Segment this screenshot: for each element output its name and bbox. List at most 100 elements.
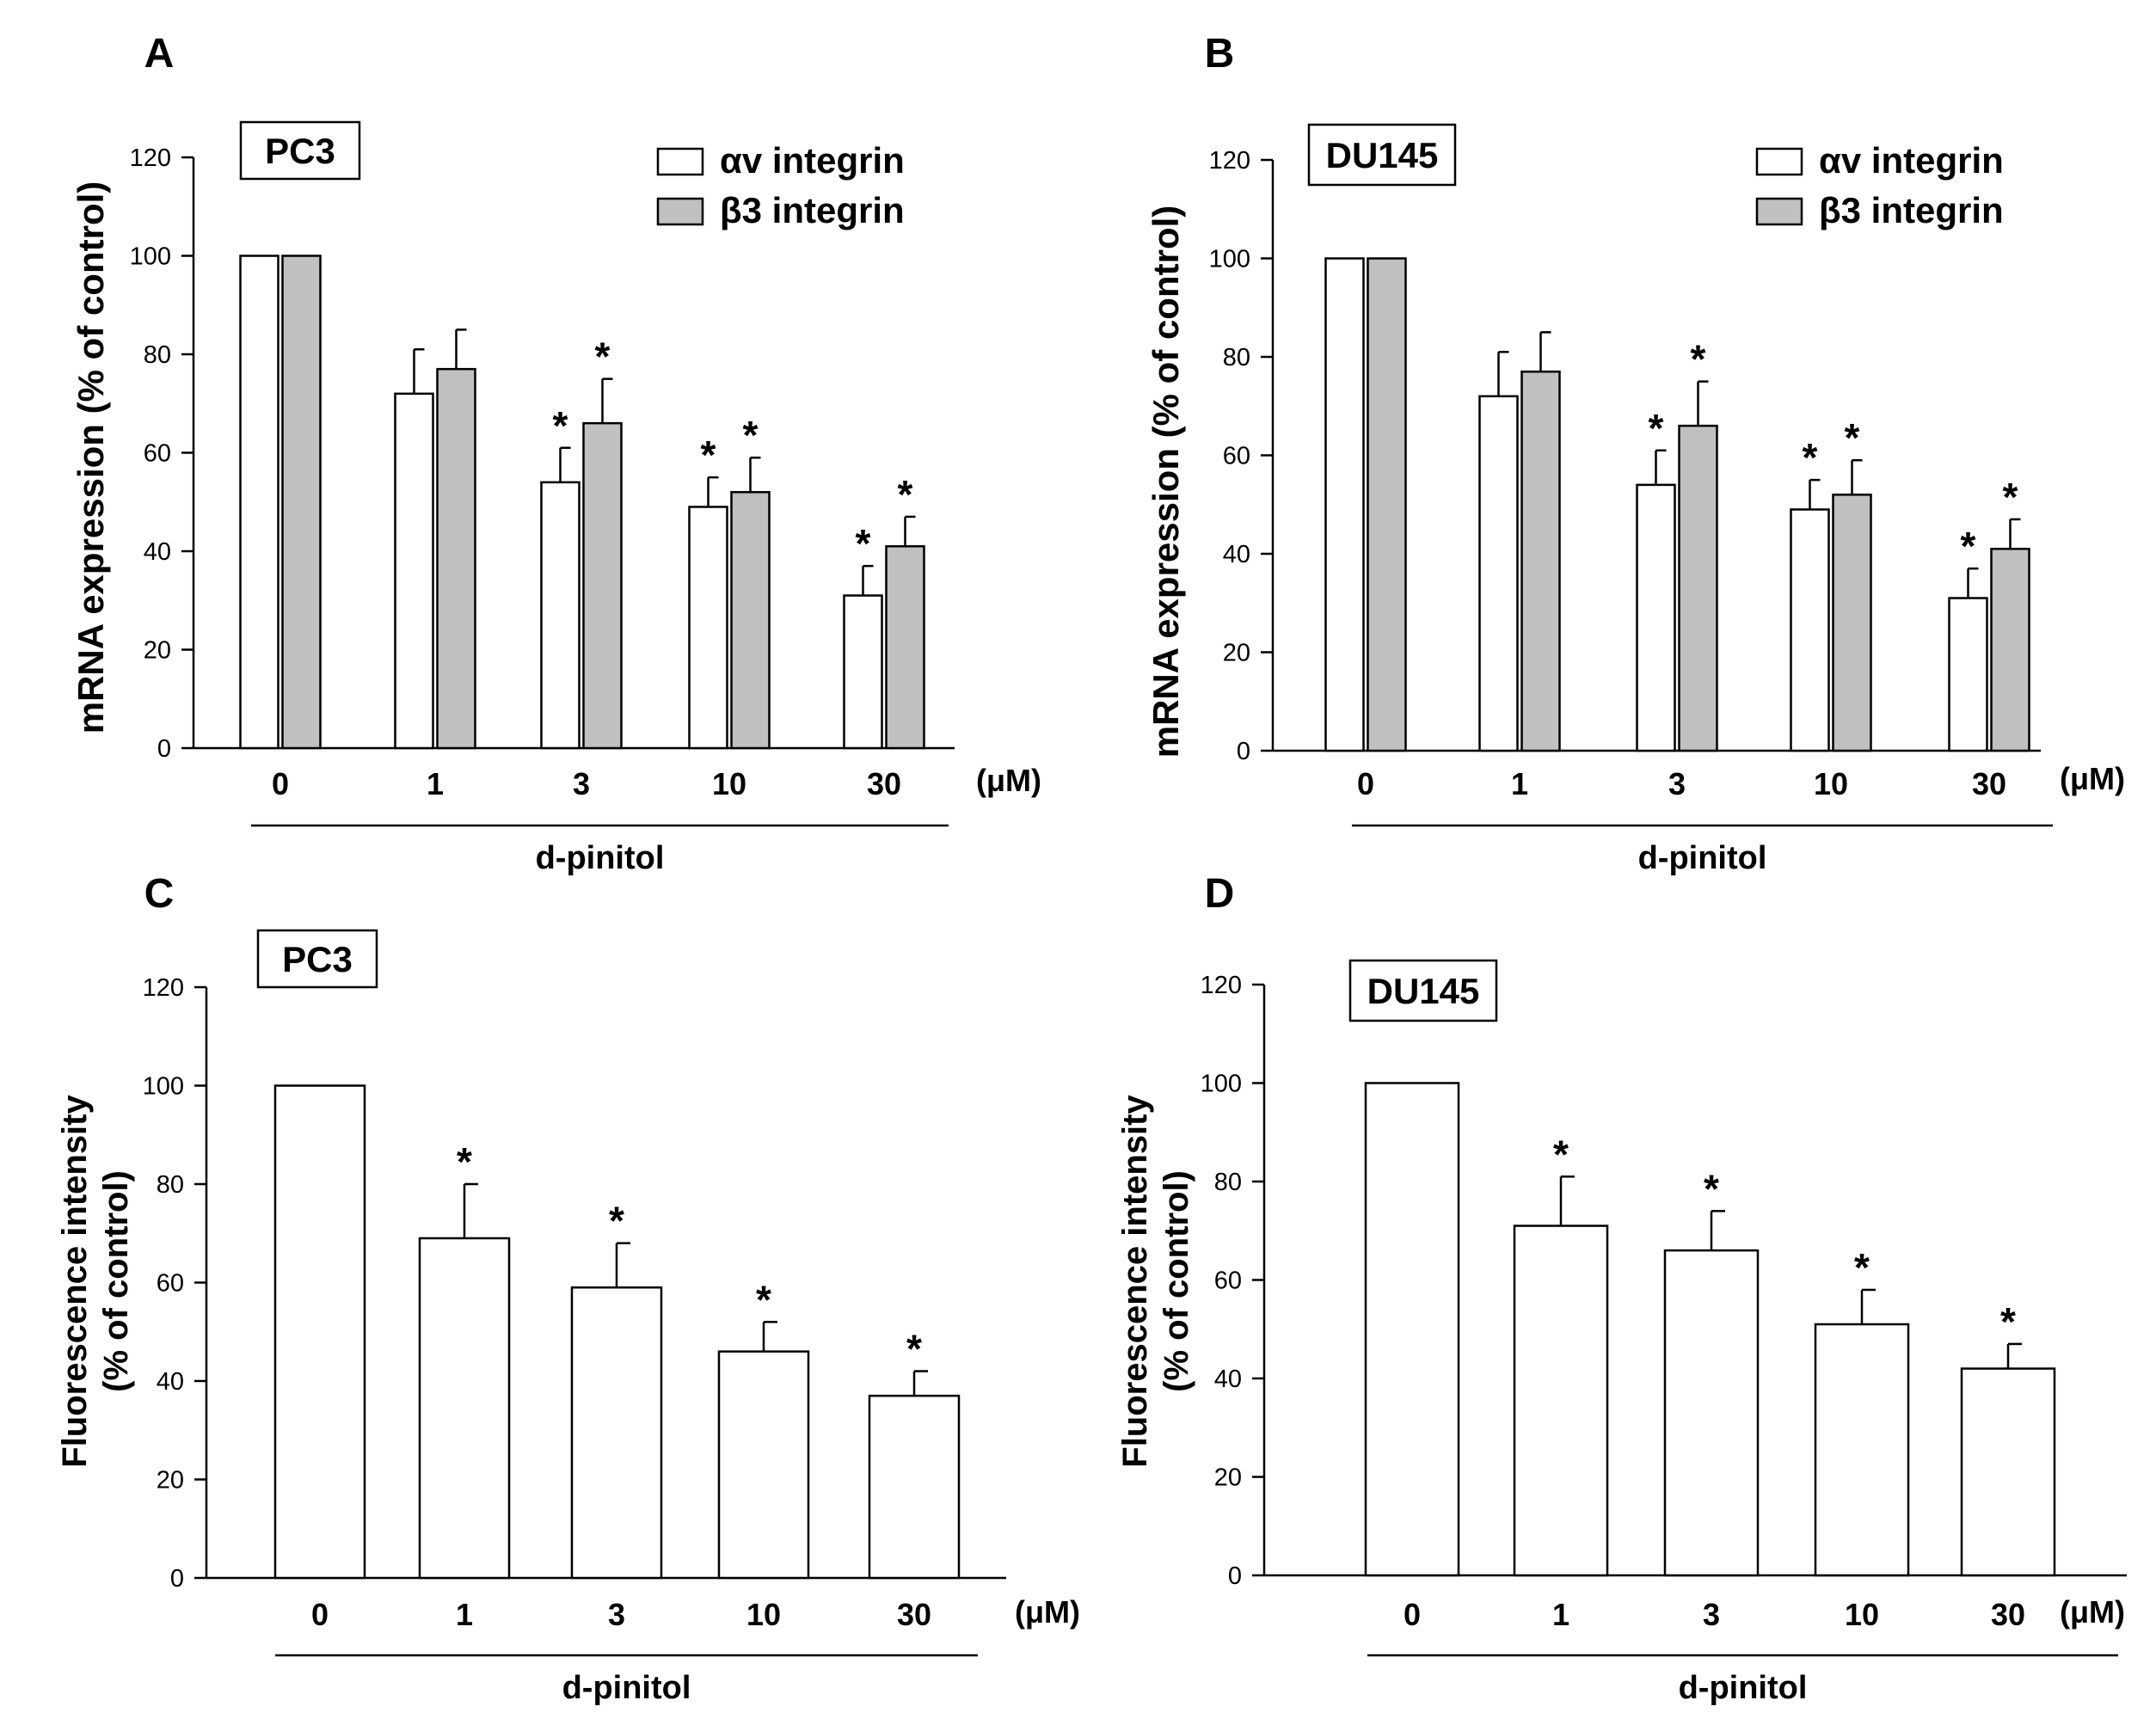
significance-mark: * <box>1704 1166 1719 1211</box>
y-tick-label: 80 <box>157 1171 184 1199</box>
x-tick-label: 30 <box>867 766 901 801</box>
bar <box>281 255 322 750</box>
x-tick-label: 30 <box>1972 766 2006 801</box>
bar <box>540 481 580 750</box>
cell-line-label: PC3 <box>265 131 335 171</box>
x-tick-label: 10 <box>712 766 746 801</box>
y-tick-label: 100 <box>143 1073 184 1101</box>
significance-mark: * <box>1854 1245 1870 1290</box>
y-tick-label: 0 <box>170 1565 184 1593</box>
cell-line-label: DU145 <box>1367 971 1480 1011</box>
x-tick-label: 3 <box>608 1597 625 1632</box>
x-tick-label: 1 <box>1511 766 1528 801</box>
significance-mark: * <box>595 335 611 379</box>
bar <box>688 506 728 750</box>
significance-mark: * <box>856 521 871 566</box>
x-axis-label: d-pinitol <box>1638 840 1767 876</box>
x-axis-label: d-pinitol <box>1679 1670 1808 1706</box>
bar <box>1814 1323 1910 1577</box>
y-tick-label: 0 <box>157 735 171 763</box>
legend-label: αv integrin <box>1819 140 2004 181</box>
significance-mark: * <box>553 403 568 448</box>
x-axis-label: d-pinitol <box>536 840 665 876</box>
x-tick-label: 1 <box>427 766 444 801</box>
y-tick-label: 20 <box>157 1467 184 1495</box>
bar <box>1478 395 1519 752</box>
bar <box>868 1394 961 1580</box>
cell-line-label: PC3 <box>282 939 353 979</box>
panel-label: A <box>144 31 175 77</box>
panel-label: C <box>144 871 175 917</box>
significance-mark: * <box>1845 415 1860 460</box>
significance-mark: * <box>609 1199 624 1243</box>
bar <box>1324 257 1365 752</box>
y-tick-label: 100 <box>130 243 171 271</box>
significance-mark: * <box>1691 337 1706 382</box>
bar <box>1948 597 1988 752</box>
bar <box>570 1286 663 1580</box>
cell-line-box <box>256 929 378 989</box>
x-tick-label: 10 <box>746 1597 781 1632</box>
x-tick-label: 3 <box>1668 766 1686 801</box>
y-tick-label: 20 <box>144 637 171 665</box>
y-tick-label: 20 <box>1214 1464 1242 1492</box>
x-tick-label: 10 <box>1845 1597 1879 1632</box>
legend-label: β3 integrin <box>1819 190 2004 230</box>
cell-line-box <box>1307 123 1457 187</box>
y-tick-label: 120 <box>1201 972 1242 999</box>
significance-mark: * <box>1649 406 1664 451</box>
panel-label: B <box>1205 31 1235 77</box>
cell-line-box <box>1348 959 1498 1022</box>
y-tick-label: 20 <box>1223 640 1250 667</box>
y-tick-label: 80 <box>1214 1169 1242 1196</box>
x-tick-label: 1 <box>456 1597 473 1632</box>
legend-swatch <box>1755 197 1803 226</box>
bar <box>582 421 623 750</box>
y-tick-label: 120 <box>1209 147 1250 175</box>
y-tick-label: 60 <box>157 1270 184 1298</box>
bar <box>1636 483 1676 752</box>
x-tick-label: 3 <box>573 766 590 801</box>
legend-label: β3 integrin <box>720 190 905 230</box>
bar <box>1513 1225 1609 1577</box>
bar <box>1678 424 1718 752</box>
bar <box>1990 548 2030 752</box>
y-tick-label: 60 <box>1223 443 1250 470</box>
y-axis-label: Fluorescence intensity <box>1116 1095 1154 1468</box>
x-tick-label: 0 <box>311 1597 329 1632</box>
y-tick-label: 0 <box>1228 1562 1242 1590</box>
significance-mark: * <box>457 1139 472 1184</box>
bar <box>717 1350 810 1580</box>
bar <box>273 1084 366 1580</box>
x-tick-label: 30 <box>897 1597 931 1632</box>
legend-swatch <box>656 147 704 176</box>
y-tick-label: 40 <box>1214 1366 1242 1393</box>
significance-mark: * <box>701 433 716 477</box>
y-tick-label: 100 <box>1201 1071 1242 1098</box>
bar <box>394 392 434 750</box>
bar <box>418 1237 511 1580</box>
bar <box>1790 508 1830 752</box>
bar <box>1663 1249 1760 1577</box>
bar <box>1832 494 1872 752</box>
y-axis-label: (% of control) <box>97 1170 135 1392</box>
cell-line-box <box>239 120 361 181</box>
y-tick-label: 40 <box>144 538 171 566</box>
x-unit-label: (μM) <box>2060 761 2125 796</box>
x-unit-label: (μM) <box>1015 1594 1080 1630</box>
y-tick-label: 60 <box>1214 1268 1242 1295</box>
legend-label: αv integrin <box>720 140 905 181</box>
y-axis-label: Fluorescence intensity <box>56 1095 94 1468</box>
y-tick-label: 40 <box>157 1368 184 1396</box>
significance-mark: * <box>906 1327 922 1372</box>
bar <box>730 491 771 750</box>
x-tick-label: 10 <box>1814 766 1848 801</box>
bar <box>436 367 476 750</box>
significance-mark: * <box>2000 1299 2016 1344</box>
y-tick-label: 0 <box>1237 738 1250 765</box>
bar <box>1520 370 1561 752</box>
